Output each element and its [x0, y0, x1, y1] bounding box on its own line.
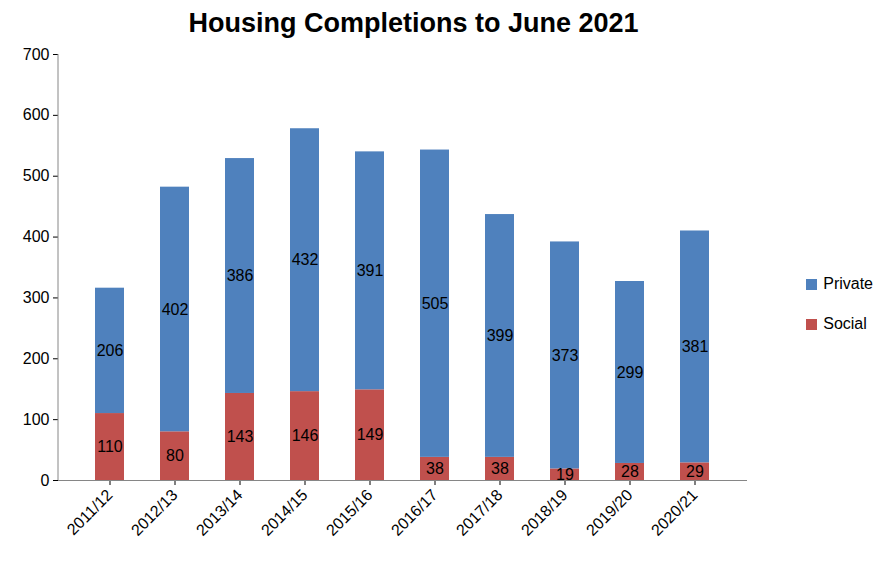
- svg-text:2017/18: 2017/18: [453, 486, 506, 539]
- svg-text:29: 29: [686, 463, 704, 480]
- svg-text:381: 381: [682, 338, 709, 355]
- svg-text:300: 300: [23, 289, 50, 306]
- svg-text:2020/21: 2020/21: [648, 486, 701, 539]
- svg-text:28: 28: [621, 463, 639, 480]
- svg-text:2014/15: 2014/15: [258, 486, 311, 539]
- svg-text:206: 206: [97, 342, 124, 359]
- svg-text:110: 110: [97, 438, 123, 455]
- svg-text:373: 373: [552, 347, 579, 364]
- svg-text:146: 146: [292, 427, 319, 444]
- html-text:Private: Private: [823, 275, 873, 292]
- svg-text:2019/20: 2019/20: [583, 486, 636, 539]
- html-text:Social: Social: [823, 315, 867, 332]
- svg-text:500: 500: [23, 167, 50, 184]
- svg-text:402: 402: [162, 301, 189, 318]
- svg-text:2015/16: 2015/16: [323, 486, 376, 539]
- svg-text:143: 143: [227, 428, 254, 445]
- svg-text:38: 38: [426, 460, 444, 477]
- svg-text:0: 0: [41, 472, 50, 489]
- svg-text:38: 38: [491, 460, 509, 477]
- svg-text:391: 391: [357, 262, 384, 279]
- svg-text:432: 432: [292, 251, 319, 268]
- html-text:Housing Completions to June 20: Housing Completions to June 2021: [188, 8, 639, 38]
- svg-text:700: 700: [23, 46, 50, 63]
- svg-text:299: 299: [617, 364, 644, 381]
- svg-text:399: 399: [487, 327, 514, 344]
- svg-text:2012/13: 2012/13: [128, 486, 181, 539]
- svg-text:600: 600: [23, 106, 50, 123]
- svg-text:149: 149: [357, 426, 384, 443]
- svg-text:2013/14: 2013/14: [193, 486, 246, 539]
- svg-text:386: 386: [227, 267, 254, 284]
- svg-text:2018/19: 2018/19: [518, 486, 571, 539]
- svg-text:2016/17: 2016/17: [388, 486, 441, 539]
- svg-text:100: 100: [23, 411, 50, 428]
- svg-text:200: 200: [23, 350, 50, 367]
- svg-text:80: 80: [166, 447, 184, 464]
- svg-text:19: 19: [556, 465, 574, 483]
- svg-text:400: 400: [23, 228, 50, 245]
- svg-text:505: 505: [422, 295, 449, 312]
- svg-text:2011/12: 2011/12: [64, 486, 116, 538]
